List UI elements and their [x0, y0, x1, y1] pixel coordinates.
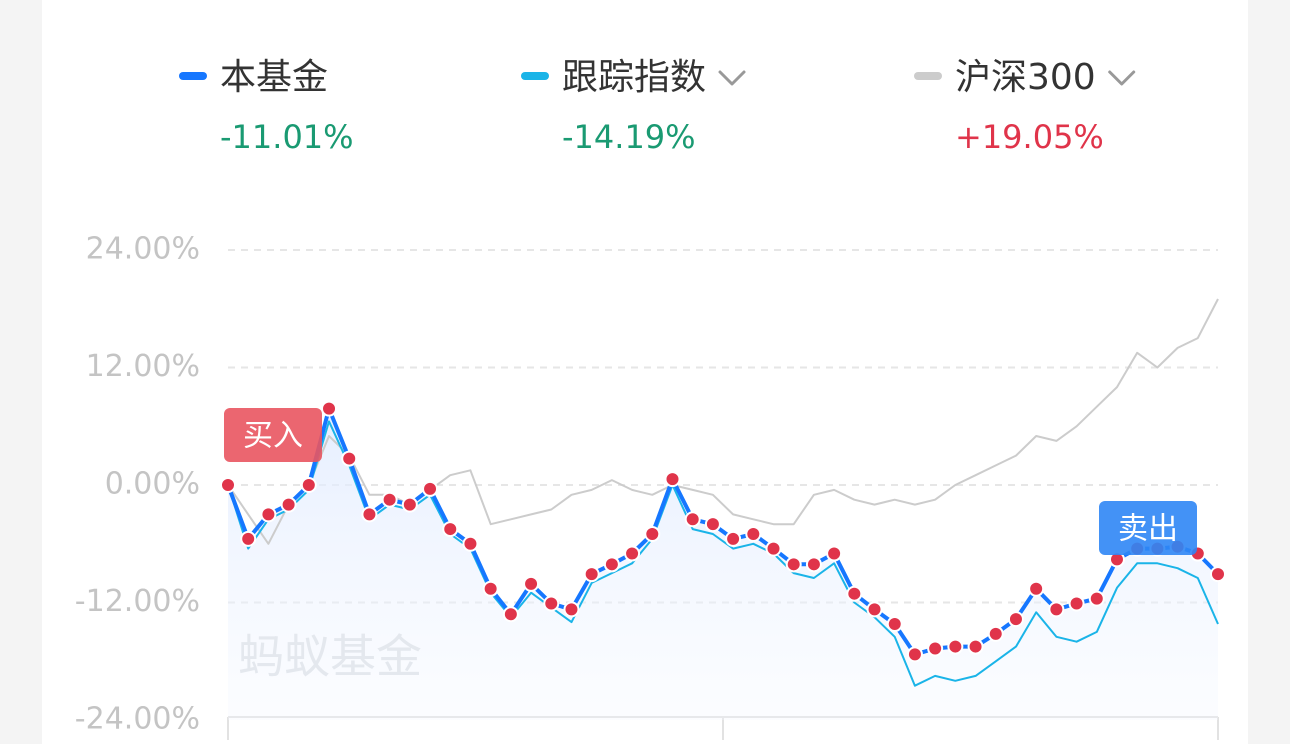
trade-marker	[381, 491, 398, 508]
trade-marker	[704, 516, 721, 533]
trade-marker	[644, 525, 661, 542]
trade-marker	[785, 556, 802, 573]
legend-return: +19.05%	[955, 118, 1104, 156]
legend-name: 沪深300	[955, 57, 1096, 98]
trade-marker	[1210, 566, 1226, 583]
legend-dropdown	[1108, 70, 1136, 86]
legend-dropdown	[718, 70, 746, 86]
y-tick-label: 0.00%	[105, 467, 200, 502]
trade-marker	[906, 646, 923, 663]
trade-marker	[543, 595, 560, 612]
trade-marker	[401, 496, 418, 513]
legend-return: -14.19%	[562, 118, 696, 156]
legend-return: -11.01%	[220, 118, 354, 156]
trade-marker	[442, 521, 459, 538]
y-tick-label: -12.00%	[75, 584, 200, 619]
fund-area	[228, 408, 1218, 720]
trade-marker	[240, 530, 257, 547]
legend-name: 本基金	[220, 57, 328, 98]
trade-marker	[684, 511, 701, 528]
legend-name: 跟踪指数	[562, 57, 706, 98]
annotation-label: 买入	[243, 419, 303, 454]
trade-marker	[745, 525, 762, 542]
trade-marker	[805, 556, 822, 573]
trade-marker	[765, 540, 782, 557]
trade-marker	[260, 506, 277, 523]
trade-marker	[1007, 611, 1024, 628]
trade-marker	[502, 606, 519, 623]
trade-marker	[624, 545, 641, 562]
y-tick-label: 24.00%	[86, 232, 200, 267]
trade-marker	[280, 496, 297, 513]
trade-marker	[1048, 601, 1065, 618]
y-tick-label: 12.00%	[86, 349, 200, 384]
annotation-box	[224, 408, 322, 462]
trade-marker	[1068, 595, 1085, 612]
trade-marker	[361, 506, 378, 523]
trade-marker	[341, 450, 358, 467]
trade-marker	[987, 625, 1004, 642]
trade-marker	[967, 638, 984, 655]
trade-marker	[482, 580, 499, 597]
trade-marker	[603, 556, 620, 573]
trade-marker	[927, 640, 944, 657]
y-tick-label: -24.00%	[75, 702, 200, 737]
trade-marker	[846, 585, 863, 602]
trade-marker	[563, 601, 580, 618]
trade-marker	[300, 477, 317, 493]
trade-marker	[947, 638, 964, 655]
trade-marker	[886, 616, 903, 633]
trade-marker	[725, 530, 742, 547]
trade-marker	[866, 601, 883, 618]
trade-marker	[523, 575, 540, 592]
trade-marker	[321, 400, 338, 417]
watermark: 蚂蚁基金	[238, 630, 422, 684]
trade-marker	[1028, 580, 1045, 597]
trade-marker	[422, 480, 439, 497]
annotation-box	[1099, 501, 1197, 555]
trade-marker	[583, 566, 600, 583]
annotation-label: 卖出	[1118, 512, 1178, 547]
trade-marker	[220, 477, 236, 493]
trade-marker	[462, 535, 479, 552]
trade-marker	[1088, 590, 1105, 607]
trade-marker	[826, 545, 843, 562]
trade-marker	[664, 471, 681, 488]
